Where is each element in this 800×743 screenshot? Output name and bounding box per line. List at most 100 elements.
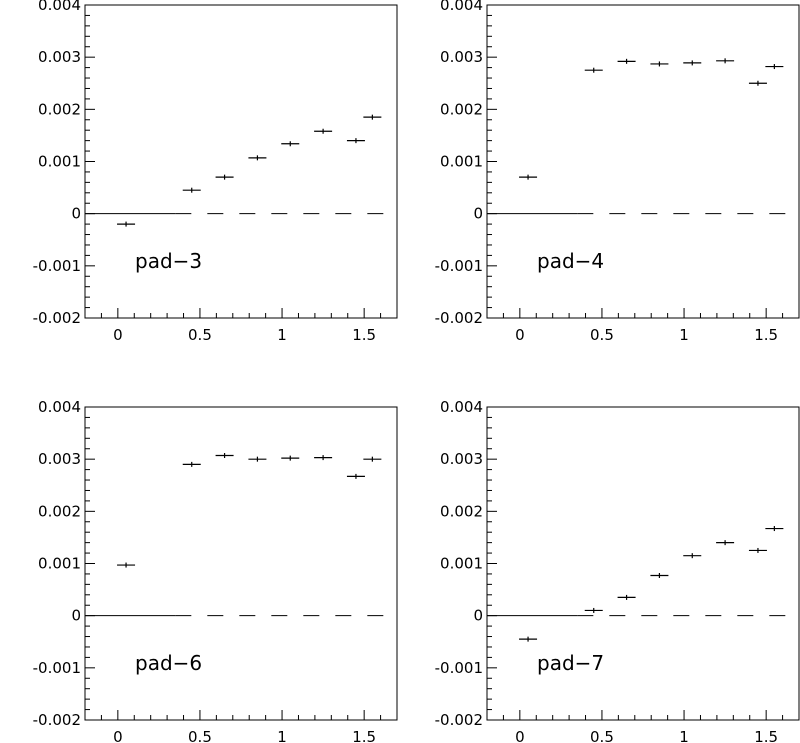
data-point [182, 461, 201, 467]
data-series [519, 526, 784, 642]
y-tick-label: 0.002 [440, 502, 483, 520]
y-tick-label: 0.001 [38, 555, 81, 573]
y-tick-label: -0.001 [435, 257, 483, 275]
data-point [281, 141, 300, 147]
data-series [519, 58, 784, 180]
y-tick-label: -0.002 [33, 309, 81, 327]
data-point [748, 80, 767, 86]
y-tick-label: 0.001 [440, 555, 483, 573]
pad-3-panel: -0.002 -0.001 0 0.001 0.002 0.003 0.004 0 0.5 1 1.… [33, 0, 398, 344]
y-axis: -0.002 -0.001 0 0.001 0.002 0.003 0.004 [435, 0, 497, 327]
x-tick-label: 0.5 [188, 326, 212, 344]
y-tick-label: 0.004 [38, 0, 81, 14]
plot-frame [486, 406, 800, 721]
plot-frame [486, 4, 800, 319]
data-point [716, 540, 735, 546]
data-point [683, 553, 702, 559]
y-tick-label: -0.001 [33, 257, 81, 275]
plot-frame [84, 4, 398, 319]
x-tick-label: 1.5 [352, 326, 376, 344]
pad-4-panel: -0.002 -0.001 0 0.001 0.002 0.003 0.004 0 0.5 1 1.… [435, 0, 800, 344]
data-point [248, 155, 267, 161]
y-tick-label: 0.003 [38, 48, 81, 66]
plot-frame [84, 406, 398, 721]
data-series [117, 453, 382, 568]
y-tick-label: 0.003 [440, 450, 483, 468]
data-point [363, 456, 382, 462]
pad-label: pad−4 [537, 249, 604, 273]
x-tick-label: 0 [515, 326, 525, 344]
data-point [346, 473, 365, 479]
x-tick-label: 1 [679, 326, 689, 344]
data-point [765, 64, 784, 70]
data-point [314, 128, 333, 134]
x-tick-label: 0 [113, 326, 123, 344]
data-point [215, 453, 234, 459]
x-tick-label: 0 [515, 728, 525, 743]
data-point [248, 456, 267, 462]
x-tick-label: 1.5 [352, 728, 376, 743]
data-point [748, 547, 767, 553]
data-point [182, 187, 201, 193]
x-tick-label: 1.5 [754, 728, 778, 743]
pad-label: pad−7 [537, 651, 604, 675]
data-point [617, 58, 636, 64]
y-tick-label: 0 [473, 205, 483, 223]
data-point [215, 174, 234, 180]
x-tick-label: 1 [679, 728, 689, 743]
y-tick-label: 0.001 [440, 153, 483, 171]
data-point [650, 61, 669, 67]
y-axis: -0.002 -0.001 0 0.001 0.002 0.003 0.004 [33, 0, 95, 327]
x-tick-label: 1.5 [754, 326, 778, 344]
data-point [519, 636, 538, 642]
y-tick-label: 0.004 [38, 398, 81, 416]
pad-6-panel: -0.002 -0.001 0 0.001 0.002 0.003 0.004 0 0.5 1 1.… [33, 398, 398, 743]
y-tick-label: -0.002 [435, 309, 483, 327]
pad-label: pad−3 [135, 249, 202, 273]
y-tick-label: 0.002 [440, 100, 483, 118]
data-point [716, 58, 735, 64]
data-point [519, 174, 538, 180]
x-axis: 0 0.5 1 1.5 [84, 710, 398, 743]
y-tick-label: 0.004 [440, 0, 483, 14]
data-point [281, 455, 300, 461]
y-tick-label: -0.002 [435, 711, 483, 729]
x-tick-label: 0.5 [590, 326, 614, 344]
data-point [314, 455, 333, 461]
y-tick-label: 0.002 [38, 502, 81, 520]
y-tick-label: -0.001 [435, 659, 483, 677]
data-point [650, 572, 669, 578]
data-point [117, 562, 136, 568]
y-tick-label: 0.004 [440, 398, 483, 416]
y-axis: -0.002 -0.001 0 0.001 0.002 0.003 0.004 [33, 398, 95, 729]
x-tick-label: 1 [277, 326, 287, 344]
data-point [363, 114, 382, 120]
x-axis: 0 0.5 1 1.5 [84, 308, 398, 344]
y-tick-label: -0.002 [33, 711, 81, 729]
y-tick-label: 0.002 [38, 100, 81, 118]
data-point [117, 221, 136, 227]
x-tick-label: 1 [277, 728, 287, 743]
pad-7-panel: -0.002 -0.001 0 0.001 0.002 0.003 0.004 0 0.5 1 1.… [435, 398, 800, 743]
y-tick-label: -0.001 [33, 659, 81, 677]
pad-label: pad−6 [135, 651, 202, 675]
y-tick-label: 0 [71, 205, 81, 223]
y-axis: -0.002 -0.001 0 0.001 0.002 0.003 0.004 [435, 398, 497, 729]
x-tick-label: 0.5 [590, 728, 614, 743]
x-tick-label: 0.5 [188, 728, 212, 743]
x-axis: 0 0.5 1 1.5 [486, 710, 800, 743]
y-tick-label: 0.003 [38, 450, 81, 468]
data-point [584, 67, 603, 73]
x-axis: 0 0.5 1 1.5 [486, 308, 800, 344]
y-tick-label: 0 [473, 607, 483, 625]
data-point [617, 594, 636, 600]
y-tick-label: 0.003 [440, 48, 483, 66]
data-point [584, 607, 603, 613]
y-tick-label: 0 [71, 607, 81, 625]
data-point [346, 138, 365, 144]
data-series [117, 114, 382, 227]
x-tick-label: 0 [113, 728, 123, 743]
y-tick-label: 0.001 [38, 153, 81, 171]
data-point [683, 60, 702, 66]
